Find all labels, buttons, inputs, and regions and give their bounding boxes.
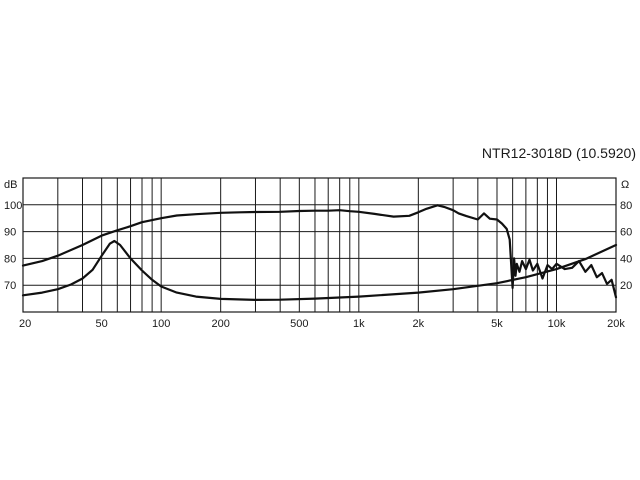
chart-title: NTR12-3018D (10.5920): [481, 145, 636, 161]
x-tick-label: 20k: [607, 318, 625, 330]
x-tick-label: 2k: [413, 318, 425, 330]
axis-labels: 20 50 100 200 500 1k 2k 5k 10k 20k dB 70 80 90 100 Ω 20 4…: [4, 179, 632, 330]
x-tick-label: 50: [96, 318, 108, 330]
spl-curve: [21, 204, 618, 299]
y-right-tick-label: 20: [620, 280, 632, 292]
x-tick-label: 20: [19, 318, 31, 330]
grid: [23, 178, 616, 312]
x-tick-label: 500: [290, 318, 308, 330]
y-left-tick-label: 90: [4, 227, 16, 239]
y-right-tick-label: 80: [620, 200, 632, 212]
y-left-tick-label: 80: [4, 253, 16, 265]
x-tick-label: 200: [211, 318, 229, 330]
impedance-curve: [21, 239, 618, 301]
y-right-unit-label: Ω: [621, 179, 629, 191]
y-right-tick-label: 60: [620, 227, 632, 239]
x-tick-label: 100: [152, 318, 170, 330]
y-left-unit-label: dB: [4, 179, 17, 191]
y-left-tick-label: 70: [4, 280, 16, 292]
y-right-tick-label: 40: [620, 253, 632, 265]
x-tick-label: 1k: [353, 318, 365, 330]
series-layer: [21, 204, 618, 301]
y-left-tick-label: 100: [4, 200, 22, 212]
x-tick-label: 10k: [548, 318, 566, 330]
x-tick-label: 5k: [491, 318, 503, 330]
plot-area: [22, 177, 617, 313]
